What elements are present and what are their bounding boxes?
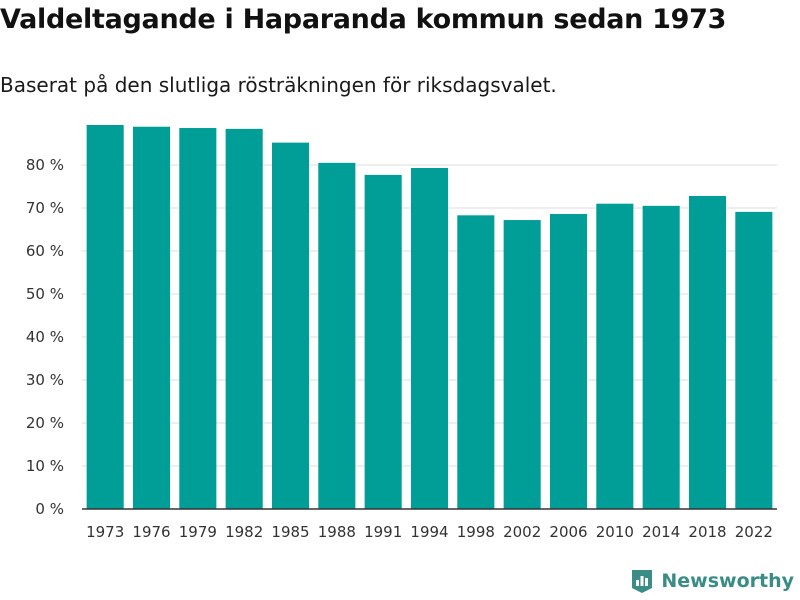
bar [86, 125, 124, 509]
x-tick-label: 2014 [642, 523, 680, 541]
bar [225, 128, 263, 509]
y-tick-label: 30 % [26, 371, 64, 389]
bar [132, 126, 171, 509]
x-tick-label: 1982 [225, 523, 263, 541]
bar [503, 220, 541, 510]
brand-logo: Newsworthy [629, 568, 794, 594]
x-tick-label: 1973 [86, 523, 124, 541]
x-tick-label: 1988 [318, 523, 356, 541]
y-axis-ticks: 0 % 10 % 20 % 30 % 40 % 50 % 60 % 70 % 80 % [26, 156, 64, 518]
bar [457, 215, 495, 509]
x-tick-label: 1985 [271, 523, 309, 541]
y-tick-label: 40 % [26, 328, 64, 346]
bar [271, 142, 310, 509]
x-tick-label: 1976 [132, 523, 170, 541]
x-tick-label: 2006 [549, 523, 587, 541]
chart-subtitle: Baserat på den slutliga rösträkningen fö… [0, 73, 557, 97]
y-tick-label: 60 % [26, 242, 64, 260]
x-tick-label: 1979 [179, 523, 217, 541]
bar [410, 168, 449, 509]
y-tick-label: 0 % [35, 500, 64, 518]
bars [86, 125, 773, 510]
chart-title: Valdeltagande i Haparanda kommun sedan 1… [0, 4, 727, 35]
x-tick-label: 2022 [735, 523, 773, 541]
x-tick-label: 2010 [596, 523, 634, 541]
bar [642, 205, 680, 509]
bar [179, 128, 217, 509]
bar [688, 195, 727, 509]
brand-name: Newsworthy [661, 570, 794, 592]
newsworthy-logo-icon [632, 570, 653, 593]
bar [596, 203, 634, 509]
x-tick-label: 1998 [457, 523, 495, 541]
x-tick-label: 2002 [503, 523, 541, 541]
x-tick-label: 2018 [688, 523, 726, 541]
bar [549, 214, 588, 509]
x-axis-ticks: 1973 1976 1979 1982 1985 1988 1991 1994 1998 2002… [86, 523, 773, 541]
y-tick-label: 20 % [26, 414, 64, 432]
y-tick-label: 80 % [26, 156, 64, 174]
y-tick-label: 50 % [26, 285, 64, 303]
x-tick-label: 1991 [364, 523, 402, 541]
x-tick-label: 1994 [410, 523, 448, 541]
y-tick-label: 70 % [26, 199, 64, 217]
bar [364, 174, 402, 509]
bar [735, 211, 773, 509]
y-tick-label: 10 % [26, 457, 64, 475]
bar [318, 162, 356, 509]
